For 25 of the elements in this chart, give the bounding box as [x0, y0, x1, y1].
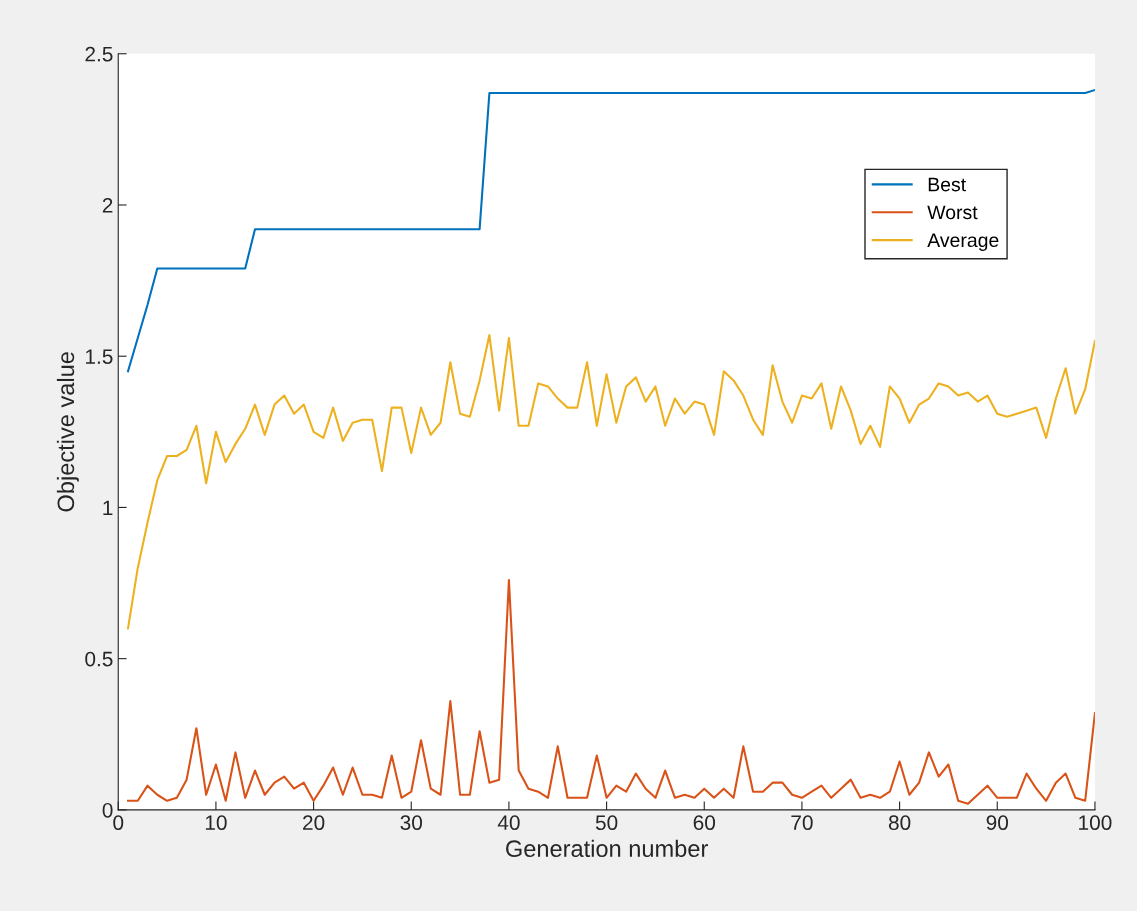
x-tick-label: 10	[205, 815, 227, 831]
x-tick-label: 100	[1079, 815, 1112, 831]
x-tick-label: 50	[595, 815, 618, 831]
x-tick-label: 0	[113, 815, 124, 831]
x-tick-label: 70	[791, 815, 813, 831]
y-tick-label: 1	[103, 500, 113, 515]
legend-label: Worst	[927, 205, 978, 220]
line-series	[126, 333, 1095, 630]
x-tick-label: 60	[693, 815, 716, 831]
x-tick-label: 90	[986, 815, 1009, 831]
legend-label: Average	[927, 233, 999, 251]
y-axis-title: Objective value	[56, 352, 79, 512]
line-series	[126, 89, 1095, 373]
y-tick-label: 2.5	[85, 46, 113, 62]
y-tick-label: 0.5	[85, 651, 113, 667]
y-tick-label: 0	[102, 802, 113, 818]
x-axis-title: Generation number	[506, 839, 708, 858]
x-tick-label: 30	[400, 815, 423, 831]
x-tick-label: 20	[303, 815, 325, 831]
y-tick-label: 2	[102, 197, 113, 213]
y-tick-label: 1.5	[86, 349, 113, 364]
legend-label: Best	[928, 177, 966, 192]
x-tick-label: 80	[888, 815, 911, 831]
line-series	[126, 578, 1095, 805]
x-tick-label: 40	[497, 815, 520, 831]
